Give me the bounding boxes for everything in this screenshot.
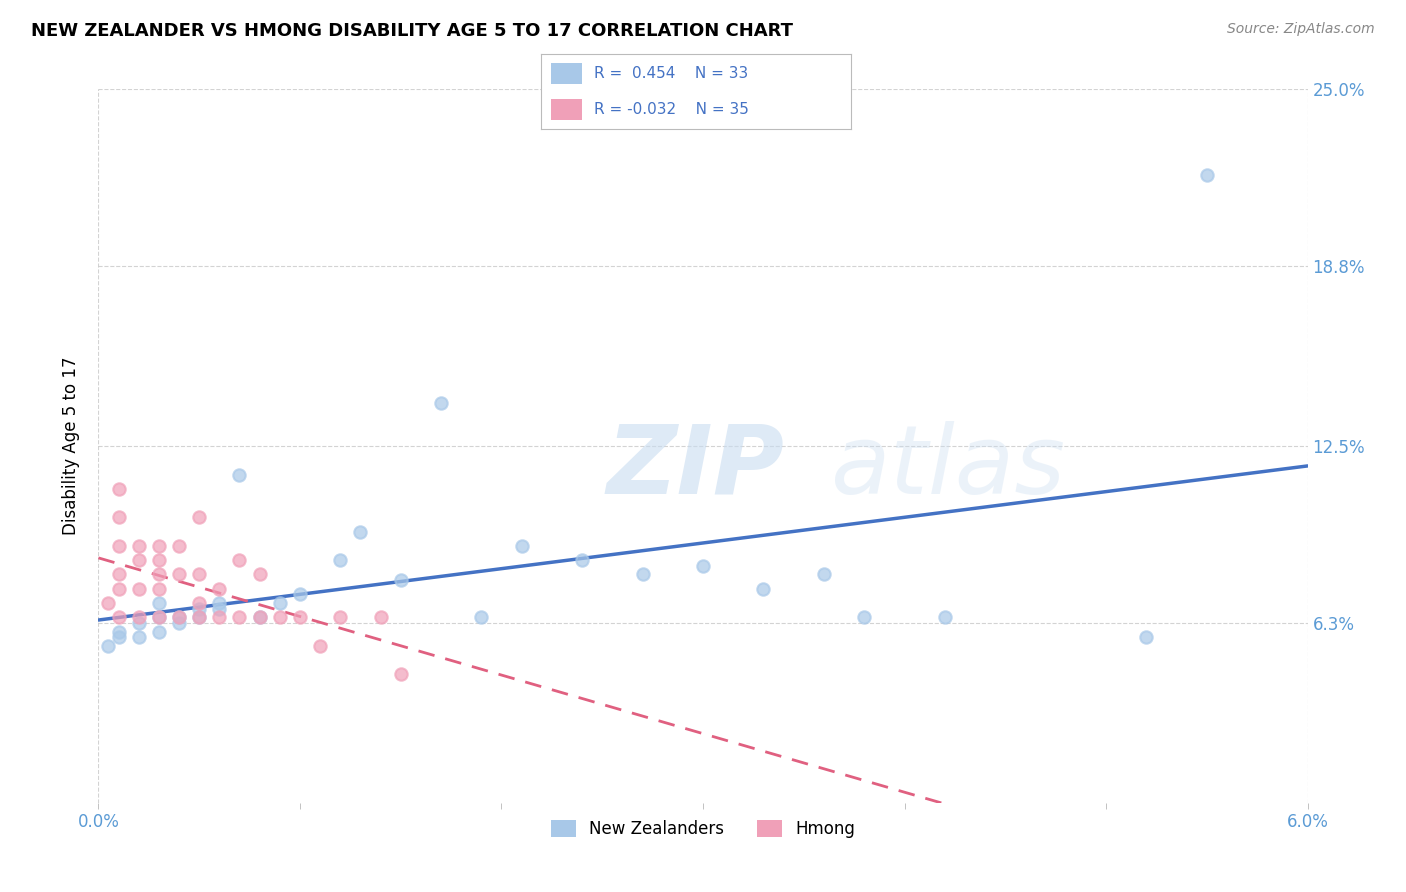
Point [148, 539, 170, 553]
Point [188, 596, 211, 610]
Point [148, 582, 170, 596]
Point [188, 601, 211, 615]
Point [107, 582, 129, 596]
Point [269, 596, 291, 610]
Point [128, 615, 150, 630]
Point [167, 615, 190, 630]
Point [228, 610, 250, 624]
Point [228, 553, 250, 567]
Point [208, 582, 231, 596]
Point [107, 567, 129, 582]
Point [288, 610, 311, 624]
Point [934, 610, 956, 624]
Point [228, 467, 250, 482]
Point [128, 630, 150, 644]
FancyBboxPatch shape [551, 99, 582, 120]
Point [107, 482, 129, 496]
Point [631, 567, 654, 582]
Point [208, 596, 231, 610]
Point [107, 630, 129, 644]
Point [288, 587, 311, 601]
Point [97, 639, 120, 653]
Point [389, 573, 412, 587]
Point [97, 596, 120, 610]
Point [813, 567, 835, 582]
Point [208, 610, 231, 624]
Point [329, 610, 352, 624]
Point [148, 553, 170, 567]
Point [148, 610, 170, 624]
Point [188, 510, 211, 524]
Point [167, 610, 190, 624]
Point [128, 553, 150, 567]
Point [752, 582, 775, 596]
Text: atlas: atlas [830, 421, 1064, 514]
Point [128, 539, 150, 553]
Point [249, 567, 271, 582]
Point [430, 396, 453, 410]
Point [167, 610, 190, 624]
Point [1135, 630, 1157, 644]
Point [329, 553, 352, 567]
Point [107, 539, 129, 553]
FancyBboxPatch shape [551, 62, 582, 84]
Text: Source: ZipAtlas.com: Source: ZipAtlas.com [1227, 22, 1375, 37]
Point [470, 610, 492, 624]
Point [107, 610, 129, 624]
Point [128, 610, 150, 624]
Point [249, 610, 271, 624]
Point [510, 539, 533, 553]
Point [571, 553, 593, 567]
Point [148, 567, 170, 582]
Point [107, 624, 129, 639]
Point [309, 639, 332, 653]
Point [249, 610, 271, 624]
Point [148, 596, 170, 610]
Text: ZIP: ZIP [606, 421, 785, 514]
Point [188, 610, 211, 624]
Point [389, 667, 412, 681]
Point [269, 610, 291, 624]
Point [853, 610, 876, 624]
Point [692, 558, 714, 573]
Point [148, 610, 170, 624]
Point [167, 567, 190, 582]
Point [188, 610, 211, 624]
Text: R =  0.454    N = 33: R = 0.454 N = 33 [593, 66, 748, 81]
Text: NEW ZEALANDER VS HMONG DISABILITY AGE 5 TO 17 CORRELATION CHART: NEW ZEALANDER VS HMONG DISABILITY AGE 5 … [31, 22, 793, 40]
Point [188, 567, 211, 582]
Y-axis label: Disability Age 5 to 17: Disability Age 5 to 17 [62, 357, 80, 535]
Point [349, 524, 371, 539]
Point [167, 539, 190, 553]
Point [370, 610, 392, 624]
Legend: New Zealanders, Hmong: New Zealanders, Hmong [544, 813, 862, 845]
Point [148, 624, 170, 639]
Point [1195, 168, 1218, 182]
Text: R = -0.032    N = 35: R = -0.032 N = 35 [593, 102, 749, 117]
Point [107, 510, 129, 524]
Point [208, 601, 231, 615]
Point [128, 582, 150, 596]
